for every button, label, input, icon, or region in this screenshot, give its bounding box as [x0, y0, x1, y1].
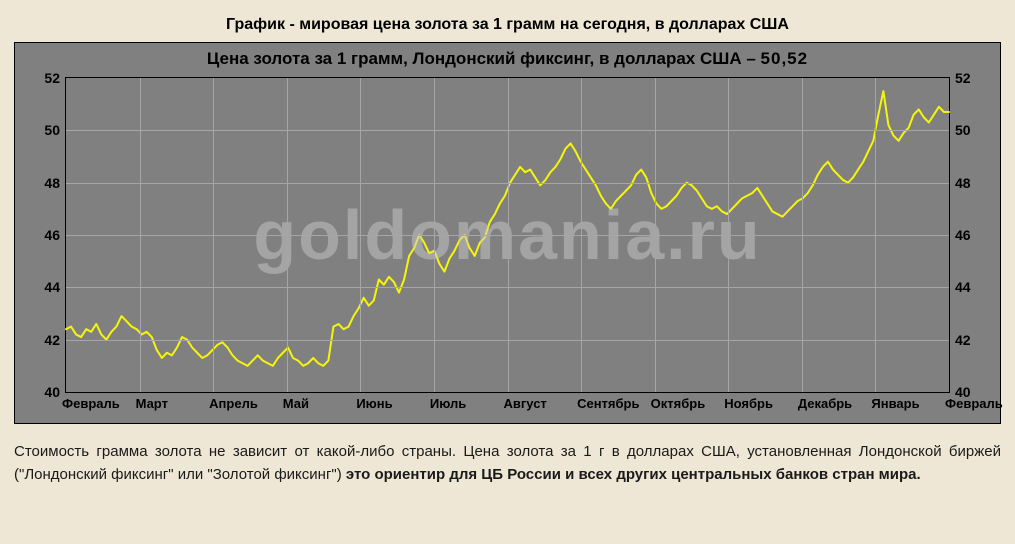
xtick: Апрель — [209, 396, 258, 411]
ytick-left: 46 — [44, 227, 60, 243]
xtick: Ноябрь — [724, 396, 773, 411]
ytick-right: 48 — [955, 175, 971, 191]
chart-title: Цена золота за 1 грамм, Лондонский фикси… — [15, 49, 1000, 69]
ytick-left: 48 — [44, 175, 60, 191]
ytick-left: 42 — [44, 332, 60, 348]
xtick: Март — [136, 396, 168, 411]
xtick: Май — [283, 396, 309, 411]
xtick: Сентябрь — [577, 396, 639, 411]
xtick: Июнь — [356, 396, 392, 411]
page-title: График - мировая цена золота за 1 грамм … — [14, 16, 1001, 34]
caption: Стоимость грамма золота не зависит от ка… — [14, 440, 1001, 487]
caption-bold: это ориентир для ЦБ России и всех других… — [346, 466, 921, 483]
chart-current-value: 50,52 — [761, 49, 809, 68]
ytick-right: 50 — [955, 122, 971, 138]
xtick: Октябрь — [651, 396, 706, 411]
ytick-left: 52 — [44, 70, 60, 86]
xtick: Февраль — [945, 396, 1003, 411]
ytick-left: 44 — [44, 279, 60, 295]
gold-price-chart: Цена золота за 1 грамм, Лондонский фикси… — [14, 42, 1001, 424]
xtick: Июль — [430, 396, 466, 411]
plot-area: goldomania.ru 40404242444446464848505052… — [65, 77, 950, 393]
chart-title-prefix: Цена золота за 1 грамм, Лондонский фикси… — [207, 49, 761, 68]
xtick: Февраль — [62, 396, 120, 411]
ytick-right: 44 — [955, 279, 971, 295]
xtick: Декабрь — [798, 396, 852, 411]
ytick-right: 52 — [955, 70, 971, 86]
ytick-right: 46 — [955, 227, 971, 243]
ytick-left: 40 — [44, 384, 60, 400]
ytick-left: 50 — [44, 122, 60, 138]
xtick: Январь — [871, 396, 919, 411]
xtick: Август — [504, 396, 547, 411]
ytick-right: 42 — [955, 332, 971, 348]
